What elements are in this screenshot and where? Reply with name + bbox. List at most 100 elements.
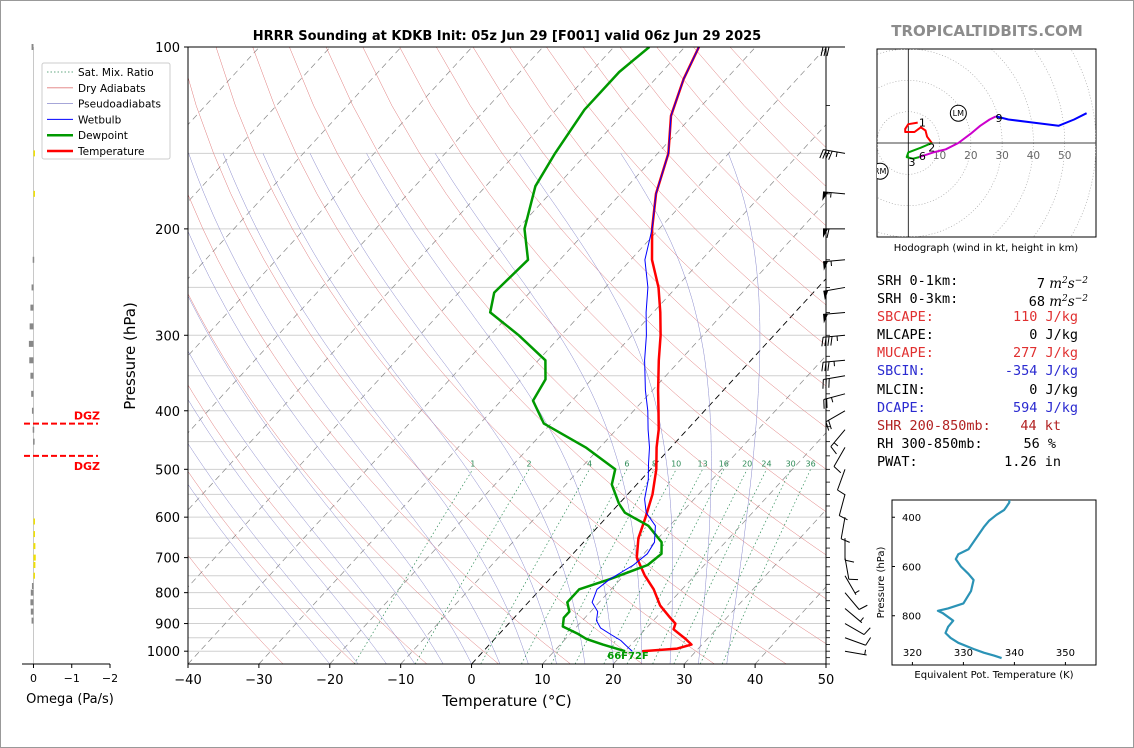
dry-adiabat — [188, 384, 428, 664]
hodograph: 10 20 30 40 50 123 6 9 LM RM — [874, 48, 1097, 238]
pseudoadiabat — [726, 153, 761, 664]
barb-staff — [823, 334, 846, 338]
omega-bar — [31, 583, 34, 590]
legend-label: Pseudoadiabats — [78, 99, 161, 111]
param-number: 7 — [1036, 276, 1045, 292]
param-label: PWAT: — [877, 453, 918, 470]
y-tick-label: 100 — [155, 41, 180, 56]
barb-staff — [844, 575, 857, 596]
pseudoadiabat — [188, 443, 359, 664]
omega-bar — [33, 543, 36, 550]
param-row: SRH 0-3km: 68 m2s−2 — [877, 290, 1092, 311]
storm-motion-marker — [877, 162, 889, 180]
hodograph-ring-label: 10 — [933, 150, 946, 162]
barb-full — [821, 337, 824, 347]
omega-tick-label: −1 — [64, 672, 80, 685]
theta-y-tick-label: 400 — [902, 513, 921, 524]
dry-adiabat — [582, 47, 826, 306]
omega-bar — [31, 284, 34, 291]
mixing-ratio-label: 4 — [587, 459, 592, 468]
wind-barb — [838, 494, 848, 521]
barb-full — [828, 420, 832, 430]
y-tick-label: 800 — [155, 587, 180, 602]
profile-dewpoint — [488, 47, 663, 653]
pseudoadiabat — [620, 153, 712, 664]
barb-half — [835, 151, 838, 158]
barb-staff — [837, 469, 846, 491]
dry-adiabat — [188, 471, 356, 664]
dry-adiabat — [289, 47, 826, 644]
hodograph-height-label: 9 — [996, 112, 1003, 125]
barb-half — [859, 617, 864, 622]
omega-bar — [30, 304, 34, 311]
mixing-ratio-line — [414, 469, 530, 664]
barb-half — [833, 442, 839, 447]
param-row: RH 300-850mb: 56 % — [877, 435, 1092, 453]
legend-label: Wetbulb — [78, 114, 122, 126]
skewt-profiles — [488, 47, 701, 653]
barb-full — [826, 46, 830, 57]
barb-full — [827, 336, 830, 346]
param-row: SBCAPE: 110 J/kg — [877, 308, 1092, 326]
wind-barb — [844, 538, 855, 563]
dry-adiabat — [362, 47, 826, 556]
barb-full — [820, 46, 824, 57]
storm-motion-label: RM — [874, 167, 887, 176]
wind-barb — [844, 637, 872, 646]
hodograph-trace — [905, 142, 933, 160]
wind-barb — [823, 286, 846, 301]
dry-adiabat — [436, 47, 826, 470]
barb-flag — [823, 313, 829, 324]
pseudoadiabat — [188, 153, 501, 664]
hodograph-height-label: 2 — [928, 142, 935, 155]
dry-adiabat — [188, 193, 571, 664]
barb-full — [826, 228, 830, 238]
x-tick-label: 50 — [818, 673, 835, 688]
dgz-label: DGZ — [74, 460, 100, 473]
dry-adiabat — [509, 47, 826, 387]
barb-staff — [844, 623, 865, 635]
wind-barb — [844, 623, 871, 635]
hodograph-height-label: 6 — [919, 150, 926, 163]
param-label: RH 300-850mb: — [877, 435, 983, 452]
y-tick-label: 300 — [155, 329, 180, 344]
barb-staff — [823, 375, 846, 381]
x-tick-label: 10 — [534, 673, 551, 688]
param-label: MLCIN: — [877, 381, 926, 398]
pseudoadiabat — [188, 399, 387, 664]
hodograph-trace — [995, 112, 1088, 127]
omega-bar — [33, 518, 35, 525]
barb-full — [822, 149, 827, 159]
wind-barb — [837, 469, 846, 496]
theta-x-tick-label: 340 — [1005, 648, 1024, 659]
surface-temp-label: 66F72F — [607, 651, 649, 662]
barb-full — [824, 361, 827, 372]
wind-barbs — [819, 46, 872, 656]
wind-barb — [825, 410, 846, 431]
omega-panel: 0 −1 −2 DGZ DGZ — [22, 44, 118, 685]
theta-frame — [891, 499, 1097, 666]
barb-staff — [840, 517, 846, 539]
barb-full — [865, 637, 872, 646]
barb-flag — [823, 290, 829, 301]
omega-bar — [33, 438, 35, 445]
theta-y-tick-label: 800 — [902, 612, 921, 623]
storm-motion-label: LM — [953, 109, 964, 118]
y-axis-label: Pressure (hPa) — [121, 302, 139, 410]
pseudoadiabat — [188, 483, 330, 664]
hodograph-inner: 10 20 30 40 50 123 6 9 LM RM — [874, 49, 1096, 237]
theta-x-tick-label: 320 — [903, 648, 922, 659]
param-unit: m2s−2 — [1044, 294, 1088, 311]
omega-bar — [30, 599, 34, 606]
barb-full — [823, 46, 827, 57]
omega-bar — [32, 256, 35, 263]
barb-staff — [844, 650, 867, 656]
hodograph-trace — [904, 121, 933, 144]
wind-barb — [821, 359, 846, 372]
skewt-frame — [187, 46, 827, 665]
barb-staff — [825, 410, 846, 423]
param-label: SRH 0-1km: — [877, 273, 959, 289]
barb-full — [837, 489, 846, 496]
mixing-ratio-label: 6 — [624, 459, 629, 468]
omega-bar — [33, 572, 35, 579]
